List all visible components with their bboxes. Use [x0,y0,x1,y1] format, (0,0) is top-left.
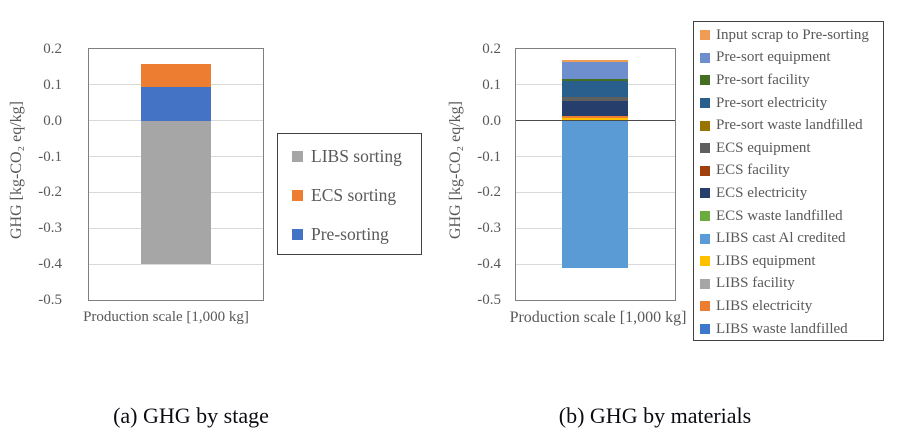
legend-label: Input scrap to Pre-sorting [716,26,869,43]
chart-b-x-axis-label: Production scale [1,000 kg] [509,309,687,326]
legend-swatch [292,190,303,201]
legend-label: ECS sorting [311,185,397,205]
bar-segment-ecs-electricity [562,100,628,116]
legend-label: LIBS electricity [716,297,813,314]
legend-item: Pre-sorting [292,215,419,254]
legend-item: Pre-sort equipment [700,47,881,70]
y-tick-label: -0.4 [477,256,501,273]
legend-label: ECS facility [716,162,790,179]
legend-swatch [292,229,303,240]
legend-swatch [700,301,710,312]
y-tick-label: -0.5 [38,292,62,308]
legend-label: ECS electricity [716,184,808,201]
legend-label: Pre-sort facility [716,71,810,88]
legend-item: ECS electricity [700,182,881,205]
legend-label: Pre-sort equipment [716,49,831,66]
legend-label: ECS equipment [716,139,811,156]
legend-label: Pre-sorting [311,224,389,244]
legend-label: LIBS sorting [311,146,402,166]
legend-item: LIBS equipment [700,250,881,273]
legend-item: ECS waste landfilled [700,205,881,228]
y-tick-label: -0.3 [38,220,62,237]
y-tick-label: 0.1 [43,76,62,93]
legend-item: LIBS electricity [700,295,881,318]
legend-item: LIBS facility [700,273,881,296]
chart-a-plot-area [88,48,264,301]
y-tick-label: -0.4 [38,256,62,273]
y-tick-label: -0.5 [477,292,501,308]
legend-swatch [700,256,710,267]
y-tick-label: -0.1 [38,148,62,165]
legend-swatch [700,30,710,41]
chart-b-caption: (b) GHG by materials [558,403,752,428]
legend-label: LIBS cast Al credited [716,230,846,247]
gridline [89,263,263,265]
legend-swatch [700,165,710,176]
legend-item: LIBS cast Al credited [700,227,881,250]
chart-b-stacked-bar [562,49,628,300]
legend-item: Pre-sort electricity [700,92,881,115]
legend-swatch [700,98,710,109]
legend-label: Pre-sort electricity [716,94,828,111]
y-tick-label: 0.0 [482,112,501,129]
legend-swatch [700,188,710,199]
bar-segment-libs-cast-al-credited [562,120,628,268]
legend-label: LIBS facility [716,275,795,292]
bar-segment-libs-equipment [562,117,628,121]
bar-segment-pre-sort-equipment [562,61,628,80]
y-tick-label: 0.2 [43,41,62,57]
zero-axis-line [516,119,675,122]
bar-segment-libs-sorting [141,120,211,265]
legend-label: LIBS waste landfilled [716,320,848,337]
legend-swatch [700,52,710,63]
y-tick-label: -0.2 [38,184,62,201]
chart-a-caption: (a) GHG by stage [113,403,269,428]
legend-swatch [700,278,710,289]
y-tick-label: -0.3 [477,220,501,237]
chart-b-plot-area [515,48,676,301]
legend-item: Pre-sort waste landfilled [700,114,881,137]
legend-label: ECS waste landfilled [716,207,843,224]
legend-item: Pre-sort facility [700,69,881,92]
legend-swatch [700,143,710,154]
legend-item: LIBS sorting [292,137,419,176]
bar-segment-pre-sorting [141,86,211,121]
legend-item: ECS equipment [700,137,881,160]
y-tick-label: 0.2 [482,41,501,57]
chart-a-y-tick-labels: 0.2 0.1 0.0 -0.1 -0.2 -0.3 -0.4 -0.5 [20,41,62,308]
legend-label: LIBS equipment [716,252,816,269]
bar-segment-ecs-sorting [141,64,211,87]
legend-swatch [700,75,710,86]
legend-swatch [700,324,710,335]
chart-a-stacked-bar [141,49,211,300]
legend-swatch [700,211,710,222]
y-tick-label: 0.0 [43,112,62,129]
bar-segment-libs-electricity [562,115,628,118]
legend-item: ECS sorting [292,176,419,215]
legend-swatch [700,120,710,131]
bar-segment-pre-sort-electricity [562,81,628,97]
y-tick-label: -0.1 [477,148,501,165]
bar-segment-pre-sort-facility [562,79,628,82]
bar-segment-input-scrap-to-pre-sorting [562,59,628,62]
legend-label: Pre-sort waste landfilled [716,117,863,134]
bar-segment-ecs-equipment [562,96,628,101]
y-tick-label: -0.2 [477,184,501,201]
chart-a-x-axis-label: Production scale [1,000 kg] [83,309,249,325]
chart-b-y-tick-labels: 0.2 0.1 0.0 -0.1 -0.2 -0.3 -0.4 -0.5 [459,41,501,308]
y-tick-label: 0.1 [482,76,501,93]
legend-item: ECS facility [700,160,881,183]
chart-a-legend: LIBS sorting ECS sorting Pre-sorting [277,133,422,255]
legend-item: Input scrap to Pre-sorting [700,24,881,47]
legend-item: LIBS waste landfilled [700,318,881,341]
legend-swatch [292,151,303,162]
legend-swatch [700,233,710,244]
chart-b-legend: Input scrap to Pre-sorting Pre-sort equip… [693,21,884,341]
